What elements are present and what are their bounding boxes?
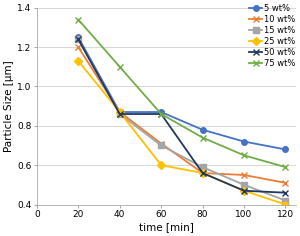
15 wt% — [118, 113, 122, 115]
5 wt% — [242, 140, 246, 143]
Line: 50 wt%: 50 wt% — [76, 37, 288, 195]
50 wt% — [242, 189, 246, 192]
25 wt% — [118, 111, 122, 114]
10 wt% — [201, 172, 204, 174]
75 wt% — [242, 154, 246, 157]
Y-axis label: Particle Size [μm]: Particle Size [μm] — [4, 60, 14, 152]
50 wt% — [201, 172, 204, 174]
25 wt% — [76, 59, 80, 62]
15 wt% — [201, 166, 204, 169]
25 wt% — [159, 164, 163, 167]
Legend: 5 wt%, 10 wt%, 15 wt%, 25 wt%, 50 wt%, 75 wt%: 5 wt%, 10 wt%, 15 wt%, 25 wt%, 50 wt%, 7… — [250, 4, 296, 68]
10 wt% — [118, 111, 122, 114]
75 wt% — [284, 166, 287, 169]
10 wt% — [159, 142, 163, 145]
50 wt% — [76, 38, 80, 41]
Line: 25 wt%: 25 wt% — [76, 58, 288, 207]
Line: 15 wt%: 15 wt% — [76, 37, 288, 203]
5 wt% — [159, 111, 163, 114]
5 wt% — [118, 111, 122, 114]
25 wt% — [201, 172, 204, 174]
75 wt% — [159, 113, 163, 115]
75 wt% — [118, 65, 122, 68]
Line: 10 wt%: 10 wt% — [76, 44, 288, 186]
10 wt% — [284, 181, 287, 184]
75 wt% — [76, 18, 80, 21]
Line: 75 wt%: 75 wt% — [76, 17, 288, 170]
X-axis label: time [min]: time [min] — [139, 222, 194, 232]
10 wt% — [76, 46, 80, 49]
10 wt% — [242, 174, 246, 177]
15 wt% — [76, 38, 80, 41]
15 wt% — [284, 199, 287, 202]
50 wt% — [284, 191, 287, 194]
75 wt% — [201, 136, 204, 139]
5 wt% — [76, 36, 80, 39]
50 wt% — [159, 113, 163, 115]
5 wt% — [201, 128, 204, 131]
5 wt% — [284, 148, 287, 151]
50 wt% — [118, 113, 122, 115]
Line: 5 wt%: 5 wt% — [76, 34, 288, 152]
25 wt% — [242, 189, 246, 192]
25 wt% — [284, 203, 287, 206]
15 wt% — [242, 183, 246, 186]
15 wt% — [159, 144, 163, 147]
